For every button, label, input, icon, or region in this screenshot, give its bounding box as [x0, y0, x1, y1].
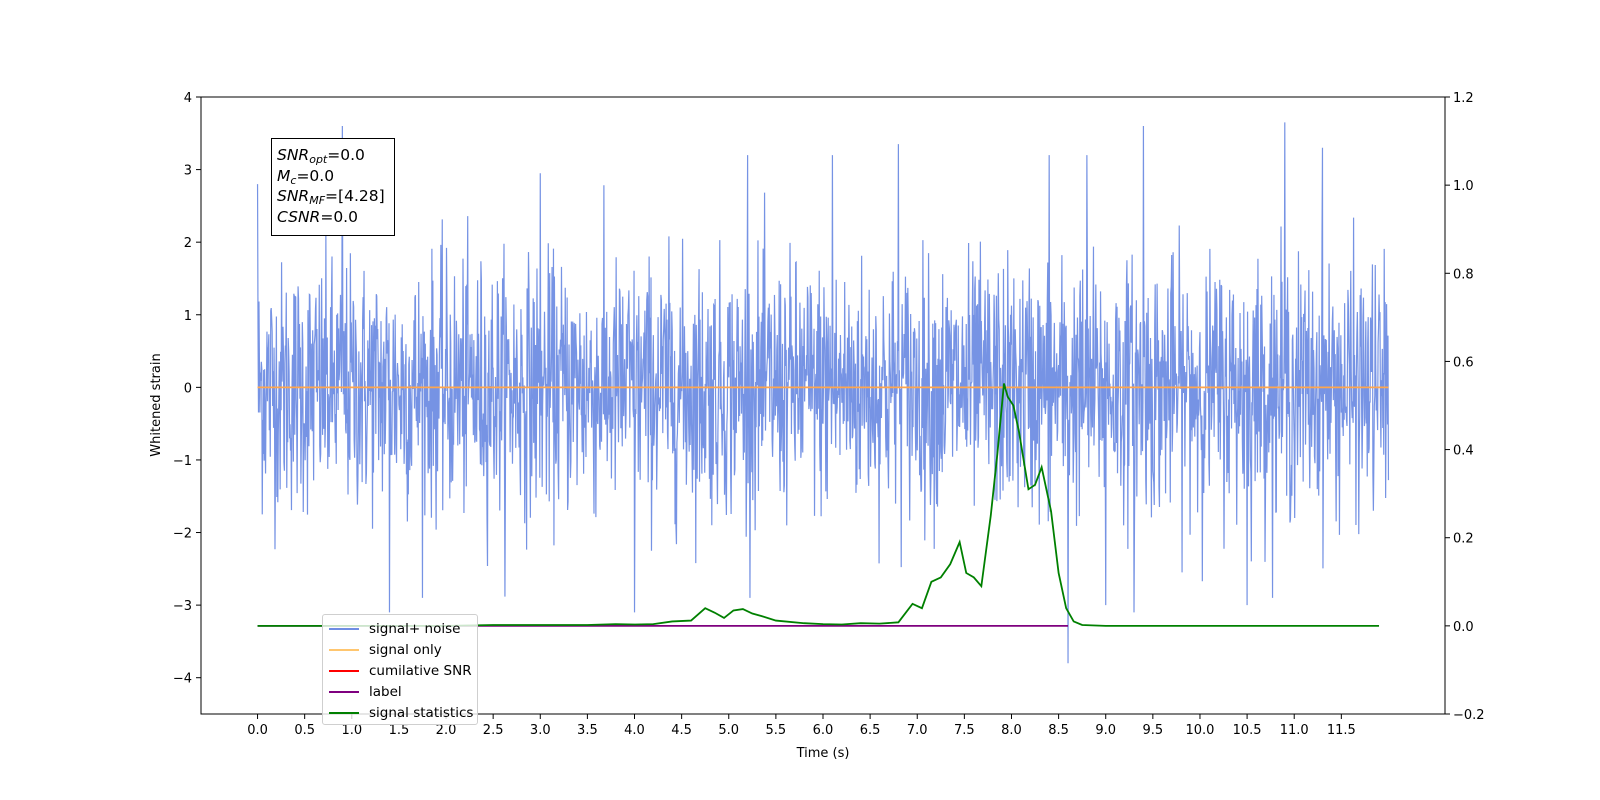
- snr-opt-value: =0.0: [327, 146, 365, 164]
- legend-item: signal only: [329, 639, 477, 660]
- legend: signal+ noise signal only cumilative SNR…: [322, 614, 478, 725]
- legend-swatch: [329, 648, 359, 651]
- series-line-signal-noise: [256, 122, 1390, 664]
- y2-tick-label: 1.0: [1453, 179, 1474, 194]
- x-tick-label: 8.0: [1001, 723, 1022, 738]
- x-tick-label: 11.5: [1327, 723, 1356, 738]
- y-tick-label: −2: [173, 527, 192, 542]
- y-axis-label: Whitened strain: [149, 353, 164, 456]
- legend-swatch: [329, 669, 359, 672]
- x-tick-label: 1.5: [389, 723, 410, 738]
- x-tick-label: 8.5: [1048, 723, 1069, 738]
- legend-item: signal statistics: [329, 702, 477, 723]
- x-tick-label: 0.0: [247, 723, 268, 738]
- y2-tick-label: −0.2: [1453, 708, 1485, 723]
- x-tick-label: 6.5: [860, 723, 881, 738]
- legend-label: label: [369, 683, 402, 700]
- legend-item: signal+ noise: [329, 618, 477, 639]
- x-tick-label: 7.5: [954, 723, 975, 738]
- mc-value: =0.0: [296, 166, 335, 185]
- y2-tick-label: 0.8: [1453, 267, 1474, 282]
- x-tick-label: 10.5: [1233, 723, 1262, 738]
- y2-tick-label: 0.2: [1453, 532, 1474, 547]
- x-tick-label: 4.0: [624, 723, 645, 738]
- y2-tick-label: 1.2: [1453, 91, 1474, 106]
- x-tick-label: 10.0: [1185, 723, 1214, 738]
- y-tick-label: 1: [184, 309, 192, 324]
- snr-opt-line: SNRopt=0.0: [277, 146, 365, 166]
- x-tick-label: 4.5: [671, 723, 692, 738]
- x-tick-label: 7.0: [907, 723, 928, 738]
- snr-mf-value: =[4.28]: [325, 187, 385, 205]
- x-axis-label: Time (s): [796, 746, 850, 761]
- y2-tick-label: 0.6: [1453, 355, 1474, 370]
- plot-frame: [200, 96, 1446, 715]
- y-tick-label: 3: [184, 164, 192, 179]
- y-tick-label: −4: [173, 672, 192, 687]
- legend-swatch: [329, 627, 359, 630]
- y-tick-label: 2: [184, 236, 192, 251]
- legend-swatch: [329, 711, 359, 714]
- legend-label: signal statistics: [369, 704, 474, 721]
- x-tick-label: 9.0: [1095, 723, 1116, 738]
- mc-line: Mc=0.0: [277, 166, 335, 187]
- x-tick-label: 9.5: [1143, 723, 1164, 738]
- csnr-line: CSNR=0.0: [277, 207, 358, 226]
- x-tick-label: 5.0: [718, 723, 739, 738]
- x-tick-label: 1.0: [341, 723, 362, 738]
- x-tick-label: 0.5: [294, 723, 315, 738]
- noise-series-layer: [256, 122, 1390, 664]
- y-tick-label: −3: [173, 599, 192, 614]
- y2-tick-label: 0.4: [1453, 444, 1474, 459]
- x-tick-label: 3.5: [577, 723, 598, 738]
- x-tick-label: 3.0: [530, 723, 551, 738]
- x-tick-label: 6.0: [813, 723, 834, 738]
- y-tick-label: 4: [184, 91, 192, 106]
- snr-mf-line: SNRMF=[4.28]: [277, 187, 385, 207]
- legend-item: label: [329, 681, 477, 702]
- legend-label: signal only: [369, 641, 442, 658]
- legend-label: signal+ noise: [369, 620, 461, 637]
- legend-label: cumilative SNR: [369, 662, 472, 679]
- tick-layer: 0.0 0.5 1.0 1.5 2.0 2.5 3.0 3.5 4.0 4.5 5.0 5.5 6.0 6…: [173, 91, 1485, 738]
- x-tick-label: 2.5: [483, 723, 504, 738]
- legend-swatch: [329, 690, 359, 693]
- x-tick-label: 11.0: [1280, 723, 1309, 738]
- series-line-4: [257, 383, 1380, 627]
- x-tick-label: 2.0: [436, 723, 457, 738]
- csnr-value: =0.0: [320, 207, 358, 226]
- snr-annotation-box: SNRopt=0.0 Mc=0.0 SNRMF=[4.28] CSNR=0.0: [271, 138, 395, 236]
- y-tick-label: −1: [173, 454, 192, 469]
- x-tick-label: 5.5: [766, 723, 787, 738]
- legend-item: cumilative SNR: [329, 660, 477, 681]
- y2-tick-label: 0.0: [1453, 620, 1474, 635]
- y-tick-label: 0: [184, 381, 192, 396]
